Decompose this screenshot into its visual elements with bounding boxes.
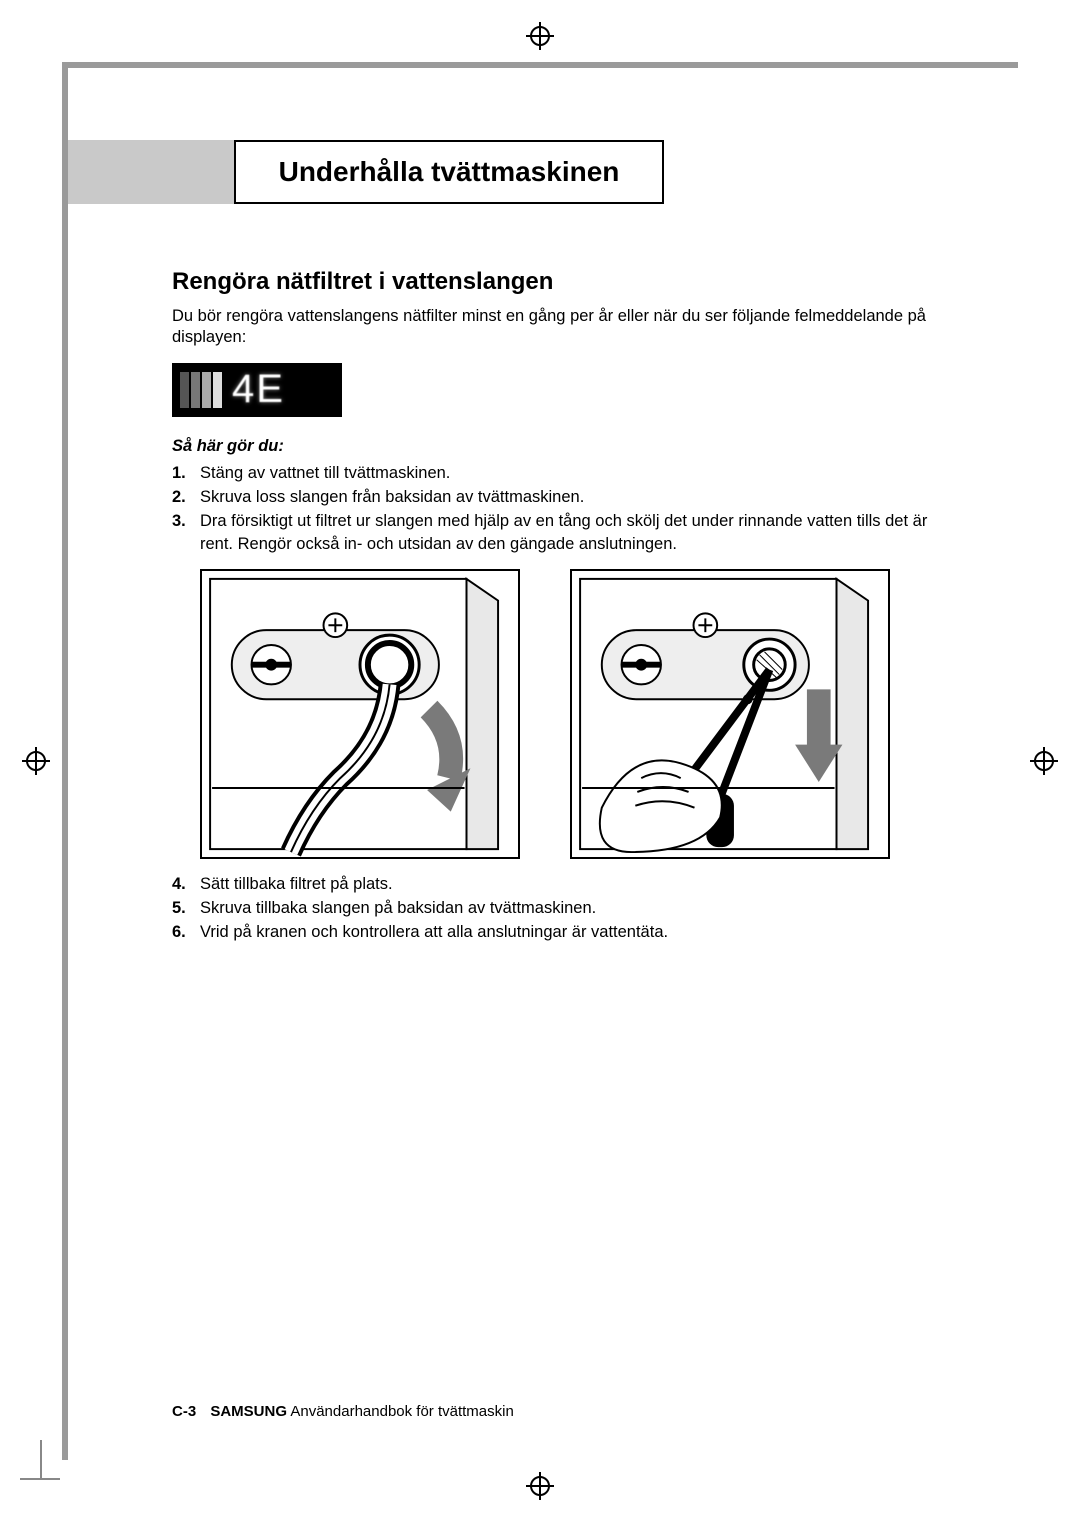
page-frame: Underhålla tvättmaskinen Rengöra nätfilt… [62,62,1018,1460]
figure-row [200,569,932,859]
step-number: 2. [172,486,186,508]
chapter-title-bar: Underhålla tvättmaskinen [234,140,664,204]
step-text: Stäng av vattnet till tvättmaskinen. [200,464,450,482]
step-item: 6. Vrid på kranen och kontrollera att al… [200,921,932,943]
registration-mark-left [22,747,50,775]
step-item: 3. Dra försiktigt ut filtret ur slangen … [200,510,932,555]
chapter-tab-shade [68,140,234,204]
step-text: Vrid på kranen och kontrollera att alla … [200,923,668,941]
steps-subhead: Så här gör du: [172,437,932,456]
step-number: 3. [172,510,186,532]
section-heading: Rengöra nätfiltret i vattenslangen [172,268,932,296]
step-number: 6. [172,921,186,943]
step-number: 5. [172,897,186,919]
step-number: 1. [172,462,186,484]
step-item: 2. Skruva loss slangen från baksidan av … [200,486,932,508]
page-number: C-3 [172,1403,196,1420]
page-footer: C-3 SAMSUNG Användarhandbok för tvättmas… [172,1403,514,1420]
intro-paragraph: Du bör rengöra vattenslangens nätfilter … [172,306,932,349]
chapter-title: Underhålla tvättmaskinen [279,156,620,188]
step-text: Skruva loss slangen från baksidan av tvä… [200,488,584,506]
step-text: Sätt tillbaka filtret på plats. [200,875,393,893]
step-text: Skruva tillbaka slangen på baksidan av t… [200,899,596,917]
error-display: 4E [172,363,342,417]
content-area: Rengöra nätfiltret i vattenslangen Du bö… [172,268,932,946]
footer-doc-title: Användarhandbok för tvättmaskin [290,1403,513,1420]
registration-mark-top [526,22,554,50]
registration-mark-right [1030,747,1058,775]
registration-mark-bottom [526,1472,554,1500]
figure-unscrew-hose [200,569,520,859]
step-item: 1. Stäng av vattnet till tvättmaskinen. [200,462,932,484]
display-progress-bars [180,372,222,408]
figure-remove-filter [570,569,890,859]
step-text: Dra försiktigt ut filtret ur slangen med… [200,512,927,552]
step-number: 4. [172,873,186,895]
steps-list-top: 1. Stäng av vattnet till tvättmaskinen. … [172,462,932,555]
steps-list-bottom: 4. Sätt tillbaka filtret på plats. 5. Sk… [172,873,932,944]
footer-brand: SAMSUNG [210,1403,287,1420]
step-item: 4. Sätt tillbaka filtret på plats. [200,873,932,895]
step-item: 5. Skruva tillbaka slangen på baksidan a… [200,897,932,919]
error-code: 4E [232,367,285,412]
